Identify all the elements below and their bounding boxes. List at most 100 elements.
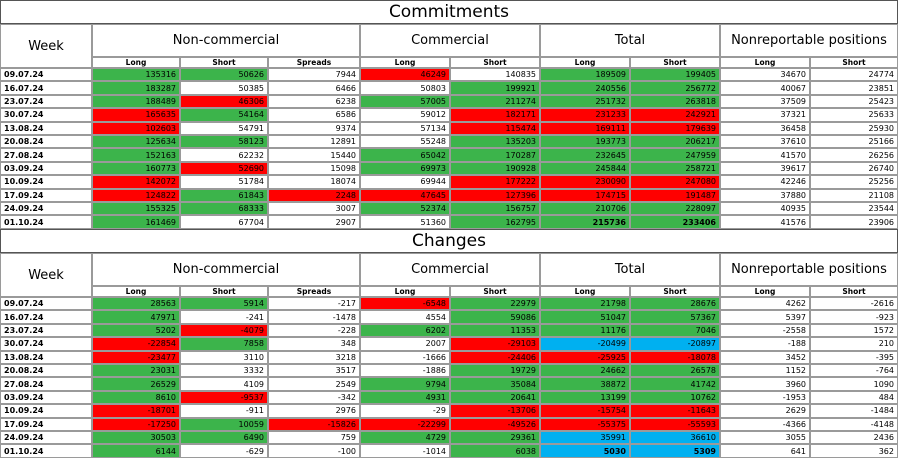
week-cell: 27.08.24 — [0, 377, 92, 391]
value-cell: 23544 — [810, 202, 898, 216]
value-cell: 102603 — [92, 121, 180, 135]
value-cell: 135203 — [450, 135, 540, 149]
week-cell: 23.07.24 — [0, 94, 92, 109]
value-cell: 10762 — [630, 390, 720, 405]
week-cell: 13.08.24 — [0, 121, 92, 135]
value-cell: 169111 — [540, 121, 630, 135]
value-cell: 182171 — [450, 108, 540, 122]
value-cell: 4931 — [360, 390, 450, 405]
value-cell: 362 — [810, 444, 898, 458]
value-cell: 206217 — [630, 135, 720, 149]
value-cell: 140835 — [450, 68, 540, 82]
value-cell: 47645 — [360, 188, 450, 202]
value-cell: 210706 — [540, 202, 630, 216]
value-cell: 38872 — [540, 377, 630, 391]
value-cell: 51784 — [180, 175, 268, 189]
value-cell: 5030 — [540, 444, 630, 458]
value-cell: -1478 — [268, 310, 360, 324]
value-cell: 28676 — [630, 297, 720, 311]
week-cell: 17.09.24 — [0, 417, 92, 431]
value-cell: 348 — [268, 337, 360, 351]
group-header: Commercial — [360, 253, 540, 286]
value-cell: 67704 — [180, 215, 268, 229]
value-cell: 161469 — [92, 215, 180, 229]
value-cell: 41576 — [720, 215, 810, 229]
value-cell: 242921 — [630, 108, 720, 122]
value-cell: -18078 — [630, 350, 720, 364]
value-cell: 6202 — [360, 323, 450, 338]
value-cell: 193773 — [540, 135, 630, 149]
value-cell: 51047 — [540, 310, 630, 324]
value-cell: -100 — [268, 444, 360, 458]
group-header: Nonreportable positions — [720, 24, 898, 57]
value-cell: 3960 — [720, 377, 810, 391]
value-cell: -20499 — [540, 337, 630, 351]
value-cell: 2976 — [268, 404, 360, 418]
value-cell: 26578 — [630, 364, 720, 378]
week-cell: 10.09.24 — [0, 175, 92, 189]
value-cell: 46306 — [180, 94, 268, 109]
value-cell: 183287 — [92, 81, 180, 95]
column-header: Long — [720, 57, 810, 68]
value-cell: -395 — [810, 350, 898, 364]
column-header: Long — [92, 286, 180, 297]
value-cell: 240556 — [540, 81, 630, 95]
value-cell: -629 — [180, 444, 268, 458]
value-cell: 211274 — [450, 94, 540, 109]
week-cell: 20.08.24 — [0, 364, 92, 378]
value-cell: 7046 — [630, 323, 720, 338]
value-cell: -9537 — [180, 390, 268, 405]
value-cell: -11643 — [630, 404, 720, 418]
value-cell: -18701 — [92, 404, 180, 418]
value-cell: 174715 — [540, 188, 630, 202]
value-cell: 9374 — [268, 121, 360, 135]
value-cell: 7858 — [180, 337, 268, 351]
value-cell: 21798 — [540, 297, 630, 311]
value-cell: 2436 — [810, 431, 898, 445]
value-cell: -4366 — [720, 417, 810, 431]
column-header: Long — [720, 286, 810, 297]
value-cell: 2549 — [268, 377, 360, 391]
value-cell: 11353 — [450, 323, 540, 338]
value-cell: 3007 — [268, 202, 360, 216]
value-cell: 41570 — [720, 148, 810, 162]
column-header: Spreads — [268, 57, 360, 68]
week-cell: 24.09.24 — [0, 202, 92, 216]
value-cell: 641 — [720, 444, 810, 458]
value-cell: 1152 — [720, 364, 810, 378]
section-title: Commitments — [0, 0, 898, 24]
column-header: Long — [360, 286, 450, 297]
value-cell: 47971 — [92, 310, 180, 324]
value-cell: 125634 — [92, 135, 180, 149]
value-cell: 11176 — [540, 323, 630, 338]
value-cell: 3332 — [180, 364, 268, 378]
value-cell: 135316 — [92, 68, 180, 82]
value-cell: 22979 — [450, 297, 540, 311]
value-cell: -17250 — [92, 417, 180, 431]
value-cell: 37509 — [720, 94, 810, 109]
value-cell: 190928 — [450, 161, 540, 176]
value-cell: 5309 — [630, 444, 720, 458]
value-cell: 15440 — [268, 148, 360, 162]
week-cell: 09.07.24 — [0, 68, 92, 82]
value-cell: 42246 — [720, 175, 810, 189]
column-header: Short — [180, 286, 268, 297]
value-cell: 59012 — [360, 108, 450, 122]
value-cell: 215736 — [540, 215, 630, 229]
group-header: Total — [540, 253, 720, 286]
value-cell: 51360 — [360, 215, 450, 229]
value-cell: 124822 — [92, 188, 180, 202]
value-cell: 2007 — [360, 337, 450, 351]
value-cell: 24774 — [810, 68, 898, 82]
value-cell: 258721 — [630, 161, 720, 176]
value-cell: 251732 — [540, 94, 630, 109]
week-cell: 23.07.24 — [0, 323, 92, 338]
value-cell: 57367 — [630, 310, 720, 324]
week-header: Week — [0, 24, 92, 68]
value-cell: 24662 — [540, 364, 630, 378]
value-cell: 18074 — [268, 175, 360, 189]
value-cell: 57134 — [360, 121, 450, 135]
column-header: Short — [180, 57, 268, 68]
value-cell: -22854 — [92, 337, 180, 351]
value-cell: 165635 — [92, 108, 180, 122]
